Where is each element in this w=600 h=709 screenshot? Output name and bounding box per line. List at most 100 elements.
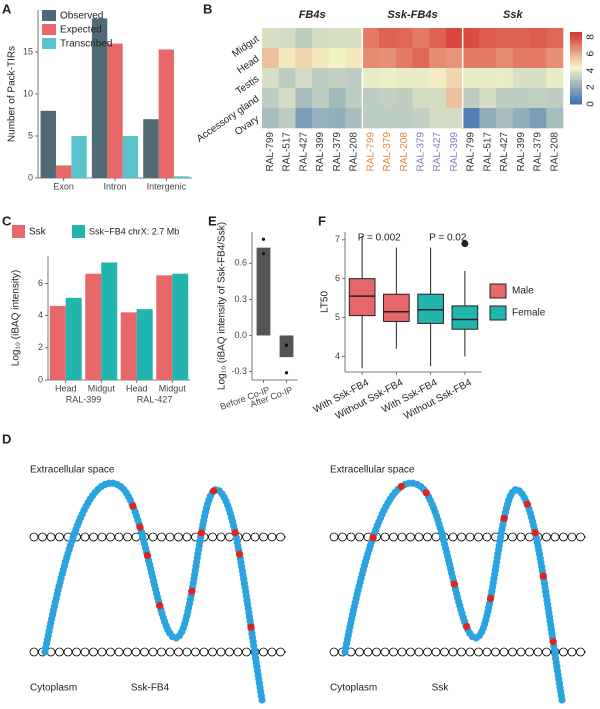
heatmap-cell bbox=[395, 48, 413, 69]
heatmap-cell bbox=[462, 68, 480, 89]
lipid bbox=[114, 647, 124, 657]
heatmap-cell bbox=[462, 48, 480, 69]
lipid bbox=[576, 647, 585, 657]
lipid bbox=[372, 647, 381, 657]
lipid bbox=[516, 647, 526, 657]
lipid bbox=[525, 647, 534, 657]
heatmap-cell bbox=[462, 28, 480, 49]
variant-residue bbox=[129, 502, 137, 510]
colorbar-step bbox=[570, 55, 582, 58]
lipid bbox=[174, 532, 183, 542]
heatmap-cell bbox=[479, 88, 497, 109]
bar bbox=[158, 49, 175, 179]
lipid bbox=[165, 647, 175, 657]
heatmap-cell bbox=[529, 48, 547, 69]
variant-residue bbox=[450, 580, 458, 588]
lipid bbox=[29, 647, 39, 657]
y-tick-label: -0.3 bbox=[231, 366, 247, 376]
y-tick-label: 5 bbox=[28, 130, 33, 140]
lipid bbox=[89, 647, 98, 657]
panel-label: D bbox=[2, 431, 11, 446]
bar bbox=[49, 305, 66, 380]
heatmap-cell bbox=[262, 108, 280, 129]
y-tick-label: 0.3 bbox=[234, 294, 247, 304]
residue bbox=[258, 696, 266, 704]
lipid bbox=[516, 532, 526, 542]
y-axis-label: LT50 bbox=[320, 291, 331, 313]
colorbar-step bbox=[570, 66, 582, 69]
heatmap-cell bbox=[345, 108, 363, 129]
heatmap-cell bbox=[395, 68, 413, 89]
heatmap-cell bbox=[262, 28, 280, 49]
colorbar-step bbox=[570, 46, 582, 49]
colorbar-step bbox=[570, 32, 582, 35]
legend-label: Ssk−FB4 chrX: 2.7 Mb bbox=[89, 226, 179, 236]
bar bbox=[71, 136, 87, 178]
variant-residue bbox=[523, 500, 531, 508]
variant-residue bbox=[143, 551, 152, 560]
colorbar-step bbox=[570, 96, 582, 100]
lipid bbox=[72, 647, 81, 657]
extracellular-label: Extracellular space bbox=[330, 465, 415, 476]
legend-swatch bbox=[42, 10, 56, 21]
heatmap-cell bbox=[512, 108, 530, 129]
lipid bbox=[276, 532, 285, 542]
lipid bbox=[106, 532, 115, 542]
column-label: RAL-799 bbox=[466, 132, 477, 172]
y-tick-label: 0 bbox=[28, 172, 33, 182]
column-label: RAL-399 bbox=[315, 132, 326, 172]
colorbar-step bbox=[570, 73, 582, 76]
heatmap-cell bbox=[496, 88, 514, 109]
lipid bbox=[182, 647, 192, 657]
lipid bbox=[542, 647, 551, 657]
variant-residue bbox=[247, 623, 255, 631]
heatmap-cell bbox=[328, 48, 346, 69]
colorbar-step bbox=[570, 42, 582, 46]
bar bbox=[120, 312, 137, 380]
x-tick-label: Exon bbox=[53, 181, 74, 191]
data-point bbox=[284, 343, 289, 347]
heatmap-cell bbox=[379, 88, 397, 109]
x-tick-label: Midgut bbox=[159, 383, 187, 393]
lipid bbox=[363, 647, 373, 657]
lipid bbox=[89, 532, 98, 542]
lipid bbox=[29, 532, 39, 542]
heatmap-cell bbox=[345, 68, 363, 89]
lipid bbox=[380, 532, 390, 542]
lipid bbox=[482, 647, 492, 657]
heatmap-cell bbox=[512, 48, 530, 69]
row-label: Testis bbox=[234, 74, 261, 98]
colorbar-step bbox=[570, 84, 582, 87]
heatmap-cell bbox=[278, 108, 296, 129]
lipid bbox=[559, 532, 568, 542]
column-label: RAL-379 bbox=[416, 132, 427, 172]
heatmap-cell bbox=[312, 28, 330, 49]
heatmap-cell bbox=[362, 88, 380, 109]
heatmap-cell bbox=[295, 48, 313, 69]
heatmap-cell bbox=[512, 28, 530, 49]
variant-residue bbox=[549, 638, 557, 646]
heatmap-cell bbox=[328, 68, 346, 89]
y-axis-label: Number of Pack-TIRs bbox=[7, 46, 18, 142]
variant-residue bbox=[156, 602, 164, 610]
bar bbox=[107, 43, 123, 178]
y-tick-label: 5 bbox=[335, 312, 340, 322]
lipid bbox=[63, 647, 73, 657]
lipid bbox=[482, 532, 492, 542]
panel-label: A bbox=[2, 1, 12, 16]
lipid bbox=[329, 647, 339, 657]
lipid bbox=[123, 532, 132, 542]
lipid bbox=[431, 647, 441, 657]
box bbox=[348, 278, 376, 317]
lipid bbox=[448, 647, 458, 657]
lipid bbox=[465, 647, 475, 657]
heatmap-cell bbox=[546, 48, 564, 69]
lipid bbox=[46, 532, 56, 542]
y-tick-label: 0.0 bbox=[234, 330, 247, 340]
lipid bbox=[346, 532, 356, 542]
lipid bbox=[406, 647, 415, 657]
bar bbox=[256, 247, 271, 336]
colorbar-step bbox=[570, 93, 582, 96]
colorbar-step bbox=[570, 51, 582, 55]
